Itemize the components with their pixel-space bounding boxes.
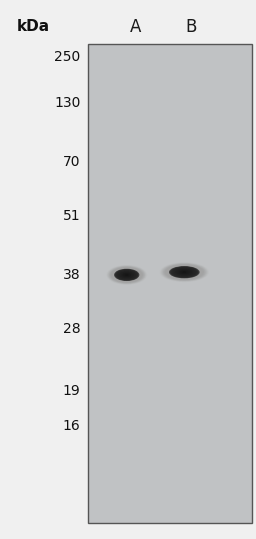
Ellipse shape — [172, 267, 197, 277]
Ellipse shape — [165, 264, 204, 280]
Ellipse shape — [121, 272, 132, 278]
Ellipse shape — [181, 271, 188, 274]
Text: 28: 28 — [63, 322, 81, 336]
Ellipse shape — [116, 270, 137, 280]
Ellipse shape — [164, 264, 205, 280]
Text: B: B — [185, 18, 196, 36]
Text: 250: 250 — [54, 50, 81, 64]
Ellipse shape — [184, 272, 185, 273]
Ellipse shape — [111, 267, 142, 282]
Ellipse shape — [122, 273, 131, 277]
Ellipse shape — [120, 272, 133, 278]
Ellipse shape — [112, 268, 142, 282]
Ellipse shape — [176, 269, 193, 275]
Bar — [88, 44, 252, 523]
Ellipse shape — [108, 266, 146, 284]
Ellipse shape — [126, 274, 127, 275]
Ellipse shape — [123, 273, 130, 277]
Ellipse shape — [177, 269, 192, 275]
Ellipse shape — [163, 264, 206, 281]
Text: 51: 51 — [63, 209, 81, 223]
Ellipse shape — [161, 263, 207, 281]
Ellipse shape — [113, 268, 140, 281]
Text: kDa: kDa — [17, 19, 50, 34]
Text: 38: 38 — [63, 268, 81, 282]
Ellipse shape — [118, 271, 135, 279]
Ellipse shape — [179, 270, 189, 274]
Ellipse shape — [117, 270, 137, 280]
Ellipse shape — [109, 266, 145, 284]
Ellipse shape — [113, 268, 141, 282]
Ellipse shape — [162, 264, 207, 281]
Ellipse shape — [118, 271, 136, 279]
Text: 19: 19 — [63, 384, 81, 398]
Ellipse shape — [166, 265, 202, 279]
Ellipse shape — [182, 271, 187, 273]
Text: 70: 70 — [63, 155, 81, 169]
Ellipse shape — [114, 269, 139, 281]
Ellipse shape — [170, 266, 199, 278]
Ellipse shape — [177, 270, 191, 275]
Ellipse shape — [173, 268, 195, 277]
Ellipse shape — [125, 274, 129, 276]
Ellipse shape — [115, 270, 138, 280]
Ellipse shape — [168, 266, 200, 279]
Text: 16: 16 — [63, 419, 81, 433]
Ellipse shape — [122, 273, 132, 277]
Ellipse shape — [125, 274, 128, 275]
Ellipse shape — [111, 267, 143, 283]
Ellipse shape — [172, 267, 196, 277]
Ellipse shape — [169, 266, 200, 278]
Ellipse shape — [175, 268, 194, 276]
Ellipse shape — [183, 272, 186, 273]
Ellipse shape — [166, 265, 203, 280]
Text: 130: 130 — [54, 96, 81, 110]
Ellipse shape — [171, 267, 198, 278]
Ellipse shape — [178, 270, 190, 274]
Ellipse shape — [107, 265, 146, 285]
Ellipse shape — [174, 268, 195, 277]
Ellipse shape — [180, 271, 189, 274]
Ellipse shape — [120, 272, 134, 278]
Ellipse shape — [167, 265, 201, 279]
Ellipse shape — [161, 262, 208, 282]
Ellipse shape — [109, 266, 144, 284]
Ellipse shape — [119, 271, 134, 279]
Ellipse shape — [115, 269, 139, 281]
Ellipse shape — [124, 273, 130, 277]
Ellipse shape — [110, 267, 144, 283]
Text: A: A — [130, 18, 141, 36]
